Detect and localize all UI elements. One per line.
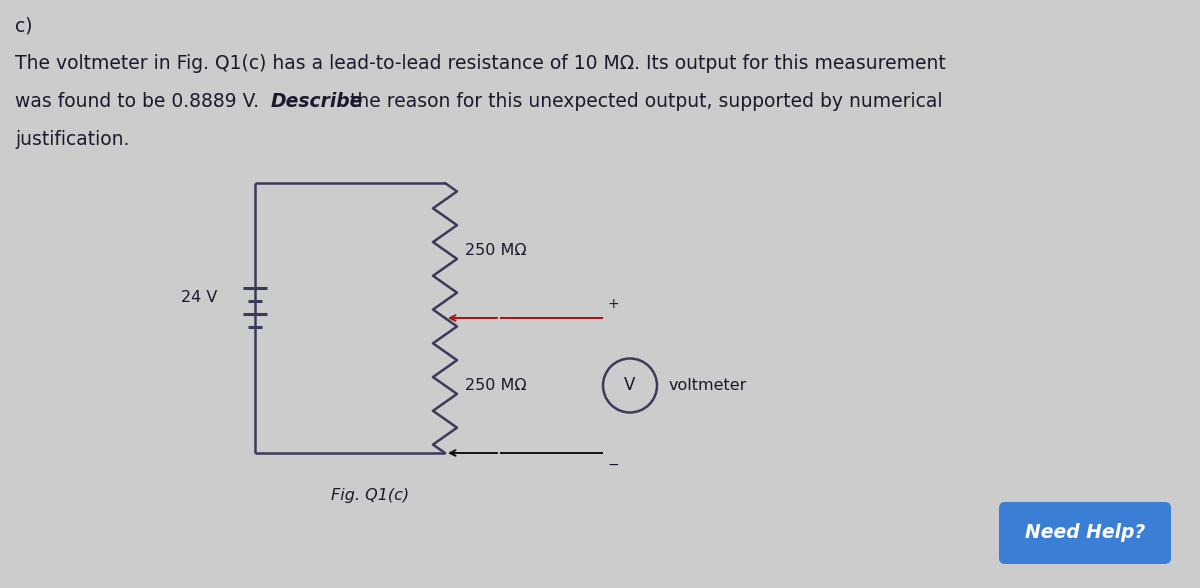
Text: 250 MΩ: 250 MΩ xyxy=(466,243,527,258)
Text: Fig. Q1(c): Fig. Q1(c) xyxy=(331,488,409,503)
Text: +: + xyxy=(608,297,619,311)
Text: justification.: justification. xyxy=(14,130,130,149)
Text: was found to be 0.8889 V.: was found to be 0.8889 V. xyxy=(14,92,265,111)
Text: c): c) xyxy=(14,16,32,35)
Text: voltmeter: voltmeter xyxy=(670,378,748,393)
Text: Need Help?: Need Help? xyxy=(1025,523,1145,543)
Text: V: V xyxy=(624,376,636,395)
Text: −: − xyxy=(608,458,619,472)
Text: the reason for this unexpected output, supported by numerical: the reason for this unexpected output, s… xyxy=(344,92,942,111)
Text: The voltmeter in Fig. Q1(c) has a lead-to-lead resistance of 10 MΩ. Its output f: The voltmeter in Fig. Q1(c) has a lead-t… xyxy=(14,54,946,73)
FancyBboxPatch shape xyxy=(998,502,1171,564)
Text: 24 V: 24 V xyxy=(181,290,217,306)
Text: Describe: Describe xyxy=(271,92,364,111)
Text: 250 MΩ: 250 MΩ xyxy=(466,378,527,393)
